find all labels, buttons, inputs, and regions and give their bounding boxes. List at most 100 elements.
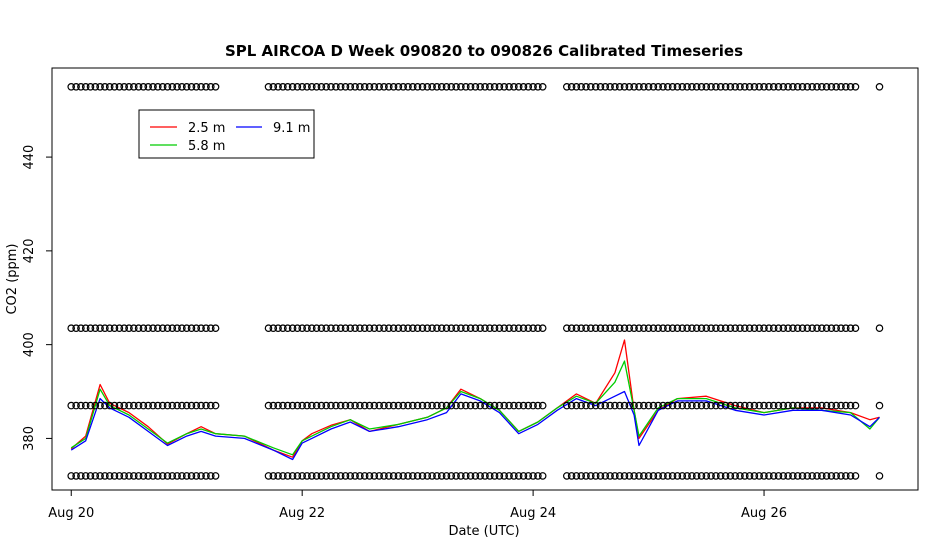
calibration-marker	[639, 324, 648, 333]
calibration-marker	[67, 401, 76, 410]
calibration-marker	[755, 472, 764, 480]
calibration-marker	[538, 401, 547, 410]
calibration-marker	[673, 83, 682, 91]
calibration-marker	[91, 83, 100, 91]
y-tick-label: 420	[22, 238, 37, 263]
calibration-marker	[490, 324, 499, 333]
x-axis-label: Date (UTC)	[448, 524, 519, 539]
calibration-marker	[529, 401, 537, 410]
calibration-marker	[332, 324, 340, 333]
calibration-marker	[404, 401, 412, 410]
calibration-marker	[481, 324, 489, 333]
calibration-marker	[736, 401, 744, 410]
calibration-marker	[572, 324, 581, 333]
calibration-marker	[707, 401, 715, 410]
calibration-marker	[832, 324, 841, 333]
calibration-marker	[197, 324, 205, 333]
calibration-marker	[798, 83, 807, 91]
calibration-marker	[428, 401, 436, 410]
calibration-marker	[149, 83, 157, 91]
calibration-marker	[187, 324, 196, 333]
calibration-marker	[485, 83, 494, 91]
calibration-marker	[524, 324, 533, 333]
calibration-marker	[211, 83, 220, 91]
calibration-marker	[96, 83, 104, 91]
calibration-marker	[606, 324, 614, 333]
calibration-marker	[769, 324, 778, 333]
calibration-marker	[596, 472, 605, 480]
calibration-marker	[312, 472, 321, 480]
calibration-marker	[327, 324, 335, 333]
legend-box	[138, 109, 315, 159]
calibration-marker	[442, 401, 451, 410]
calibration-marker	[91, 472, 100, 480]
series-line-9.1m	[70, 390, 880, 461]
calibration-marker	[572, 83, 581, 91]
calibration-marker	[139, 401, 148, 410]
calibration-marker	[615, 401, 624, 410]
calibration-marker	[654, 401, 663, 410]
calibration-marker	[817, 472, 826, 480]
calibration-marker	[274, 324, 282, 333]
y-tick-label: 400	[22, 332, 37, 357]
calibration-marker	[519, 472, 528, 480]
calibration-marker	[567, 324, 576, 333]
calibration-marker	[712, 83, 720, 91]
calibration-marker	[336, 472, 345, 480]
calibration-marker	[327, 401, 335, 410]
calibration-marker	[433, 324, 441, 333]
calibration-marker	[765, 324, 773, 333]
calibration-marker	[360, 472, 369, 480]
calibration-marker	[72, 324, 80, 333]
calibration-marker	[837, 324, 845, 333]
calibration-marker	[370, 83, 379, 91]
calibration-marker	[495, 83, 504, 91]
calibration-marker	[139, 83, 148, 91]
calibration-marker	[620, 83, 629, 91]
calibration-marker	[375, 401, 384, 410]
calibration-marker	[110, 472, 119, 480]
calibration-marker	[793, 472, 802, 480]
calibration-marker	[457, 472, 465, 480]
calibration-marker	[495, 472, 504, 480]
calibration-marker	[394, 472, 403, 480]
calibration-marker	[524, 401, 533, 410]
calibration-marker	[659, 472, 667, 480]
calibration-marker	[332, 401, 340, 410]
calibration-marker	[130, 472, 138, 480]
legend: 2.5 m 5.8 m 9.1 m	[138, 109, 315, 159]
calibration-marker	[279, 324, 287, 333]
calibration-marker	[582, 472, 590, 480]
calibration-marker	[644, 83, 653, 91]
calibration-marker	[120, 83, 129, 91]
calibration-marker	[601, 324, 610, 333]
calibration-marker	[803, 472, 812, 480]
calibration-marker	[283, 472, 292, 480]
calibration-marker	[211, 401, 220, 410]
calibration-marker	[635, 324, 643, 333]
calibration-marker	[187, 83, 196, 91]
calibration-marker	[837, 401, 845, 410]
calibration-marker	[485, 472, 494, 480]
calibration-marker	[389, 472, 398, 480]
calibration-marker	[591, 472, 600, 480]
calibration-marker	[625, 324, 634, 333]
calibration-marker	[351, 472, 359, 480]
calibration-marker	[500, 401, 509, 410]
calibration-marker	[182, 83, 191, 91]
calibration-marker	[803, 401, 812, 410]
calibration-marker	[168, 472, 177, 480]
calibration-marker	[745, 324, 754, 333]
calibration-marker	[365, 472, 374, 480]
calibration-marker	[562, 401, 571, 410]
calibration-marker	[134, 83, 143, 91]
calibration-marker	[283, 83, 292, 91]
calibration-marker	[586, 401, 595, 410]
calibration-marker	[832, 401, 841, 410]
calibration-marker	[716, 401, 725, 410]
calibration-marker	[784, 324, 792, 333]
calibration-marker	[577, 83, 586, 91]
calibration-marker	[341, 472, 350, 480]
calibration-marker	[158, 472, 167, 480]
calibration-marker	[279, 83, 287, 91]
